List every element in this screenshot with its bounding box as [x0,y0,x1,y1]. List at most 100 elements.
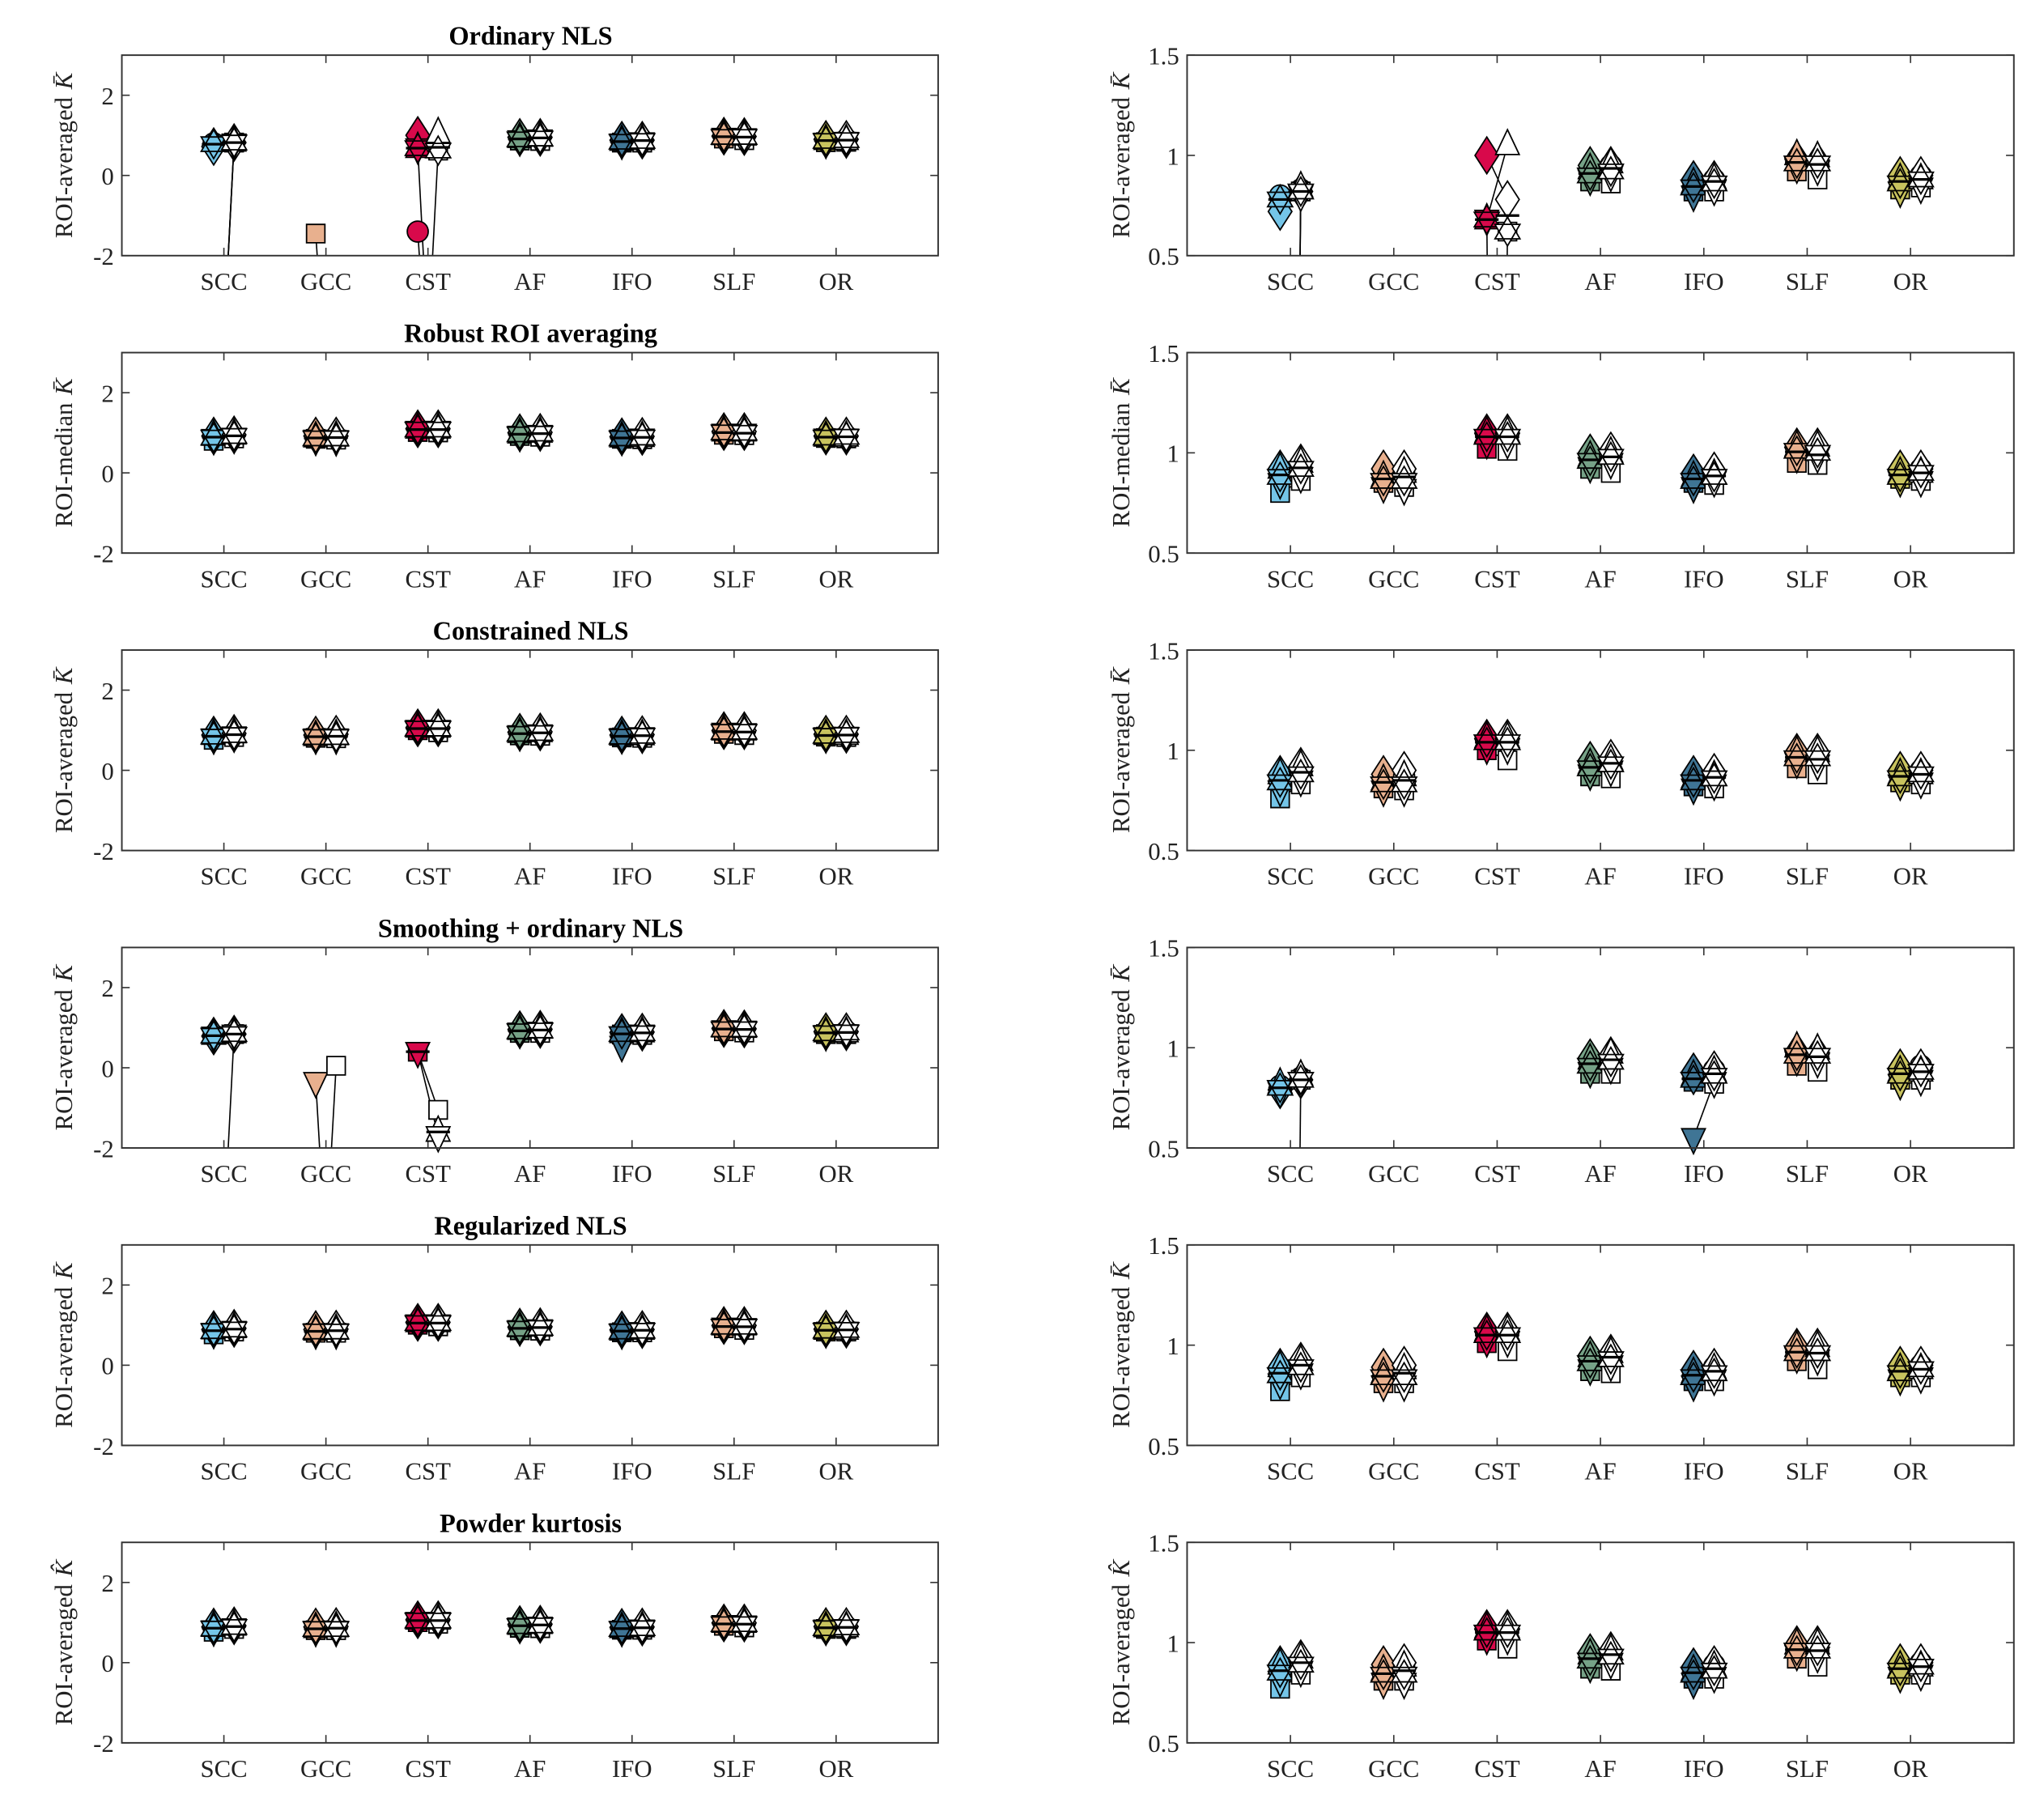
y-axis-label-text: ROI-averaged [1107,97,1135,238]
y-tick-label: 1.5 [1148,340,1179,368]
x-tick-label: SCC [201,1755,248,1783]
axes-box [121,1541,939,1744]
marker-filled-hexagram-af [1576,1644,1604,1677]
x-tick-label: IFO [1684,1458,1724,1486]
x-tick-label: CST [405,1160,451,1188]
y-axis-label-text: ROI-averaged [1107,1287,1135,1428]
x-tick-label: SCC [1267,863,1314,890]
x-tick-label: IFO [612,565,652,593]
x-tick-label: SLF [1786,268,1829,295]
x-tick-label: AF [514,1755,546,1783]
y-axis-label-symbol: K̄ [1107,71,1135,90]
axes-box [121,351,939,555]
subplot-2-right: ROI-median K̄ 0.5 1 1.5 SCC GCC CST AF IFO SLF OR [1107,340,2015,593]
y-tick-label: -2 [93,1135,114,1163]
plot-area [200,1009,861,1154]
y-tick-label: 0.5 [1148,1433,1179,1460]
y-axis-label-symbol: K̂ [50,1558,78,1577]
y-tick-label: -2 [93,243,114,270]
marker-filled-hexagram-or [1886,1655,1914,1687]
x-tick-label: CST [1474,268,1520,295]
plot-area [1266,128,1935,256]
x-tick-label: OR [1893,1755,1928,1783]
y-tick-label: 1 [1166,440,1179,468]
x-tick-label: IFO [1684,863,1724,890]
x-tick-label: IFO [612,1755,652,1783]
y-tick-label: 0.5 [1148,541,1179,568]
marker-filled-triangle-down-cst [405,1041,431,1069]
plot-area [1266,718,1935,809]
y-tick-label: 2 [101,975,113,1002]
x-tick-label: CST [1474,863,1520,890]
x-tick-label: CST [405,1755,451,1783]
marker-filled-hexagram-af [1576,159,1604,192]
marker-open-square-gcc [326,1056,346,1076]
x-tick-label: SLF [712,863,755,890]
x-tick-label: SLF [1786,863,1829,890]
y-axis-label: ROI-median K̄ [50,377,78,527]
x-tick-label: SCC [201,565,248,593]
plot-area [200,1600,861,1648]
axes-box [121,946,939,1150]
y-tick-label: 0.5 [1148,243,1179,270]
subplot-2-left: ROI-median K̄ -2 0 2 SCC GCC CST AF IFO SLF OR [50,351,939,593]
x-tick-label: GCC [1368,1458,1419,1486]
y-tick-label: 2 [101,1273,113,1300]
x-tick-label: AF [514,1458,546,1486]
x-tick-label: SLF [712,268,755,295]
y-tick-label: -2 [93,1730,114,1758]
x-tick-label: AF [1584,268,1616,295]
x-tick-label: IFO [1684,1755,1724,1783]
y-tick-label: -2 [93,1433,114,1460]
x-tick-label: SLF [1786,1755,1829,1783]
y-tick-label: 1.5 [1148,935,1179,963]
marker-filled-circle-cst [406,220,429,243]
y-tick-label: 1 [1166,1630,1179,1657]
marker-filled-hexagram-ifo [1680,766,1707,798]
connector-line [227,1034,235,1149]
x-tick-label: SLF [1786,565,1829,593]
x-tick-label: CST [1474,1458,1520,1486]
y-axis-label-text: ROI-averaged [1107,692,1135,833]
y-axis-label-symbol: K̄ [50,1261,78,1280]
x-tick-label: IFO [1684,565,1724,593]
y-axis-label: ROI-averaged K̂ [1107,1558,1135,1725]
x-tick-label: CST [405,863,451,890]
x-tick-label: OR [819,1458,854,1486]
y-axis-label-text: ROI-averaged [50,989,78,1130]
x-tick-label: OR [819,863,854,890]
marker-filled-hexagram-scc [1266,461,1294,493]
marker-open-hexagram-ifo [1700,1060,1728,1092]
x-tick-label: SLF [1786,1160,1829,1188]
marker-filled-hexagram-af [1576,1049,1604,1082]
x-tick-label: SCC [201,1458,248,1486]
panel-title: Smoothing + ordinary NLS [378,914,683,943]
y-axis-label: ROI-averaged K̄ [50,964,78,1131]
x-tick-label: OR [1893,268,1928,295]
x-tick-label: AF [1584,1755,1616,1783]
y-axis-label-symbol: K̄ [1107,377,1135,396]
x-tick-label: GCC [300,1755,351,1783]
y-axis-label-text: ROI-averaged [50,97,78,238]
subplot-6-right: ROI-averaged K̂ 0.5 1 1.5 SCC GCC CST AF IFO SLF OR [1107,1530,2015,1783]
subplot-6-left: ROI-averaged K̂ -2 0 2 SCC GCC CST AF IFO SLF OR [50,1541,939,1783]
marker-open-hexagram-cst [1494,215,1522,248]
x-tick-label: GCC [300,268,351,295]
x-tick-label: SLF [1786,1458,1829,1486]
x-tick-label: OR [1893,565,1928,593]
marker-open-hexagram-scc [1286,1351,1315,1384]
plot-area [200,115,861,256]
y-tick-label: 0 [101,1055,113,1082]
panel-title: Constrained NLS [433,617,629,646]
y-tick-label: -2 [93,541,114,568]
marker-open-hexagram-af [1596,1343,1625,1375]
y-tick-label: 0 [101,1353,113,1380]
subplot-4-left: ROI-averaged K̄ -2 0 2 SCC GCC CST AF IFO SLF OR [50,946,939,1188]
panel-title: Regularized NLS [434,1212,627,1241]
axes-box [121,1243,939,1447]
x-tick-label: GCC [1368,565,1419,593]
y-axis-label-symbol: K̄ [50,71,78,90]
y-tick-label: 1.5 [1148,637,1179,665]
marker-open-hexagram-af [1596,1640,1625,1673]
subplot-3-left: ROI-averaged K̄ -2 0 2 SCC GCC CST AF IFO SLF OR [50,648,939,890]
